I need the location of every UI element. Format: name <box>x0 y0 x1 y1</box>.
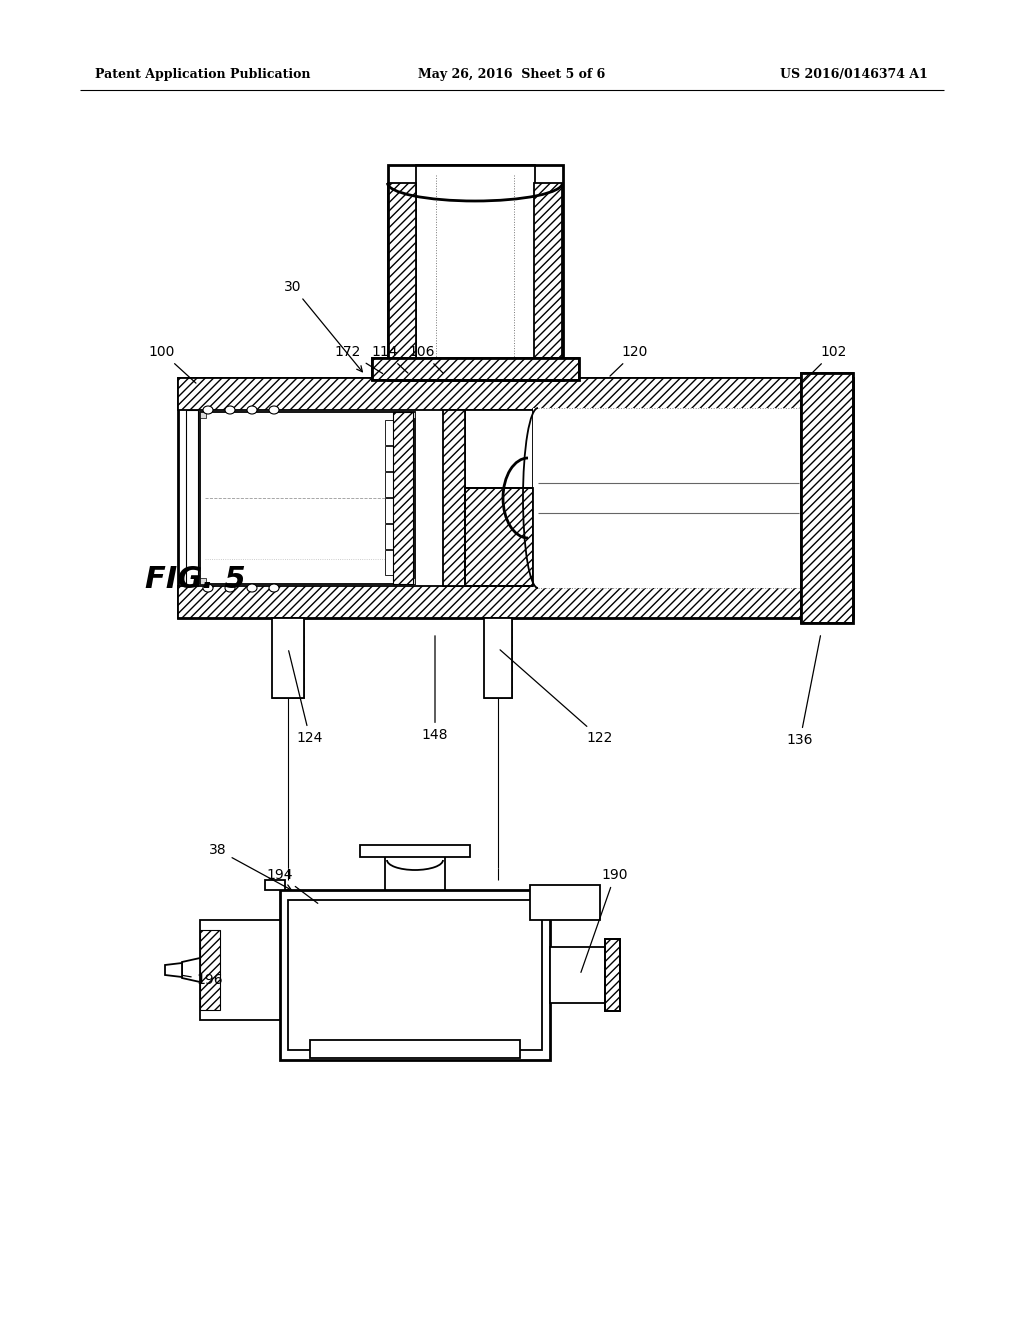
Bar <box>484 618 512 698</box>
Bar <box>280 890 550 1060</box>
Text: 122: 122 <box>500 649 613 744</box>
Ellipse shape <box>203 407 213 414</box>
Ellipse shape <box>247 583 257 591</box>
Bar <box>801 374 853 623</box>
Bar <box>550 946 620 1003</box>
Bar <box>360 845 470 857</box>
Bar <box>388 165 563 380</box>
Text: 124: 124 <box>289 651 324 744</box>
Bar <box>200 931 220 1010</box>
Text: Patent Application Publication: Patent Application Publication <box>95 69 310 81</box>
Bar <box>801 374 853 623</box>
Bar <box>200 412 415 583</box>
Text: May 26, 2016  Sheet 5 of 6: May 26, 2016 Sheet 5 of 6 <box>419 69 605 81</box>
Bar <box>385 420 403 445</box>
Bar <box>409 578 415 583</box>
Bar <box>385 498 403 523</box>
Bar <box>443 411 465 586</box>
Bar <box>534 408 803 587</box>
Text: 148: 148 <box>422 636 449 742</box>
Polygon shape <box>182 958 200 982</box>
Bar <box>484 618 512 698</box>
Text: 114: 114 <box>372 345 408 374</box>
Bar <box>200 578 206 583</box>
Bar <box>409 412 415 418</box>
Bar <box>465 411 534 488</box>
Bar <box>372 358 579 380</box>
Bar <box>465 488 534 586</box>
Text: FIG. 5: FIG. 5 <box>145 565 246 594</box>
Text: 100: 100 <box>148 345 196 383</box>
Bar <box>465 488 534 586</box>
Bar <box>385 473 403 498</box>
Bar <box>178 378 853 411</box>
Ellipse shape <box>225 583 234 591</box>
Polygon shape <box>530 884 600 920</box>
Bar <box>605 939 620 1011</box>
Text: 194: 194 <box>266 869 317 903</box>
Text: 120: 120 <box>610 345 648 376</box>
Bar <box>605 939 620 1011</box>
Ellipse shape <box>247 407 257 414</box>
Text: 172: 172 <box>335 345 383 374</box>
Text: 196: 196 <box>182 973 223 987</box>
Text: 30: 30 <box>285 280 362 372</box>
Bar <box>272 618 304 698</box>
Bar <box>385 550 403 576</box>
Bar <box>288 900 542 1049</box>
Text: 136: 136 <box>786 636 820 747</box>
Bar <box>372 358 579 380</box>
Ellipse shape <box>269 407 279 414</box>
Bar <box>272 618 304 698</box>
Bar <box>393 412 413 583</box>
Text: 106: 106 <box>409 345 443 374</box>
Polygon shape <box>165 964 182 977</box>
Text: 38: 38 <box>209 843 292 890</box>
Text: 190: 190 <box>581 869 629 973</box>
Bar <box>534 183 562 380</box>
Bar <box>385 446 403 471</box>
Bar <box>186 411 198 586</box>
Text: 102: 102 <box>802 345 847 383</box>
Text: US 2016/0146374 A1: US 2016/0146374 A1 <box>780 69 928 81</box>
Bar <box>178 586 853 618</box>
Bar <box>178 378 853 618</box>
Ellipse shape <box>269 583 279 591</box>
Bar <box>416 165 535 380</box>
Bar <box>385 524 403 549</box>
Bar <box>385 855 445 890</box>
Bar <box>388 183 416 380</box>
Ellipse shape <box>203 583 213 591</box>
Bar <box>200 920 280 1020</box>
Bar <box>265 880 285 890</box>
Bar <box>200 412 206 418</box>
Bar <box>310 1040 520 1059</box>
Ellipse shape <box>225 407 234 414</box>
